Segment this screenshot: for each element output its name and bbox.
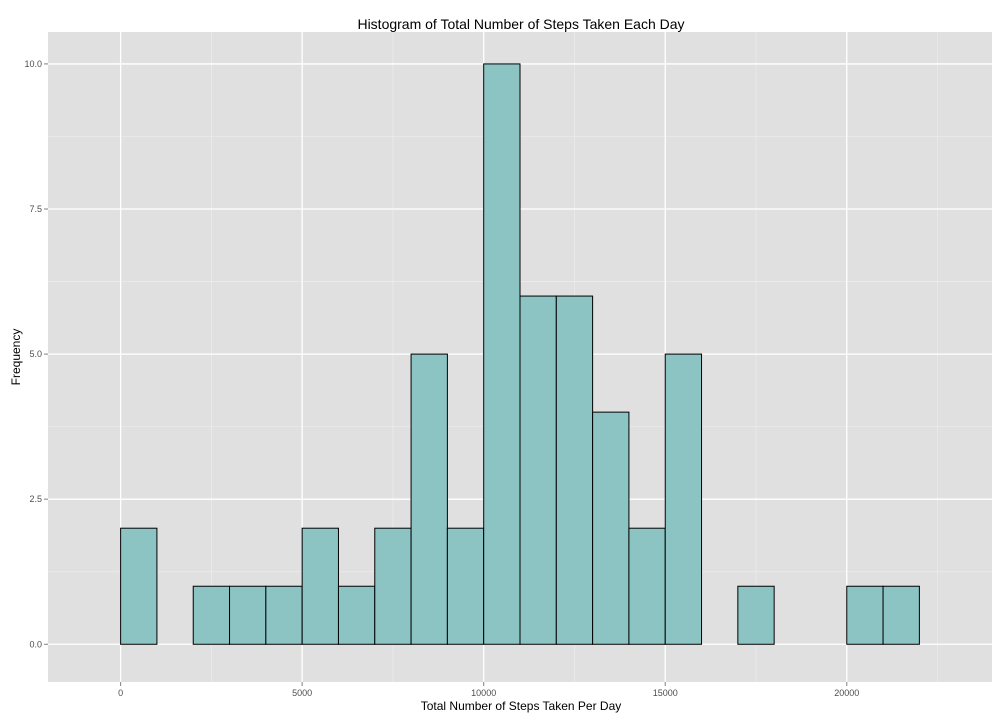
histogram-bar xyxy=(737,585,775,645)
histogram-bar xyxy=(628,527,666,645)
x-tick-label: 5000 xyxy=(292,688,312,698)
histogram-bar xyxy=(846,585,884,645)
histogram-bar xyxy=(592,411,630,645)
histogram-bar xyxy=(374,527,412,645)
chart-title: Histogram of Total Number of Steps Taken… xyxy=(357,16,684,32)
x-tick-label: 15000 xyxy=(653,688,678,698)
x-axis-title: Total Number of Steps Taken Per Day xyxy=(421,699,622,713)
x-axis-ticks: 0 5000 10000 15000 20000 xyxy=(118,682,859,698)
histogram-bars xyxy=(120,63,920,645)
y-tick-label: 10.0 xyxy=(24,59,42,69)
histogram-bar xyxy=(337,585,376,645)
histogram-bar xyxy=(483,63,521,645)
histogram-bar xyxy=(410,353,448,645)
y-tick-label: 7.5 xyxy=(29,204,42,214)
histogram-bar xyxy=(301,527,339,645)
histogram-bar xyxy=(120,527,158,645)
histogram-bar xyxy=(519,295,557,645)
y-tick-label: 5.0 xyxy=(29,349,42,359)
histogram-bar xyxy=(446,527,485,645)
x-tick-label: 10000 xyxy=(471,688,496,698)
y-axis-ticks: 0.0 2.5 5.0 7.5 10.0 xyxy=(24,59,48,649)
x-tick-label: 0 xyxy=(118,688,123,698)
histogram-bar xyxy=(664,353,703,645)
x-tick-label: 20000 xyxy=(834,688,859,698)
histogram-bar xyxy=(882,585,920,645)
y-axis-title: Frequency xyxy=(9,329,23,386)
histogram-bar xyxy=(192,585,231,645)
histogram-bar xyxy=(555,295,594,645)
y-tick-label: 2.5 xyxy=(29,494,42,504)
y-tick-label: 0.0 xyxy=(29,639,42,649)
histogram-bar xyxy=(265,585,303,645)
histogram-bar xyxy=(229,585,267,645)
